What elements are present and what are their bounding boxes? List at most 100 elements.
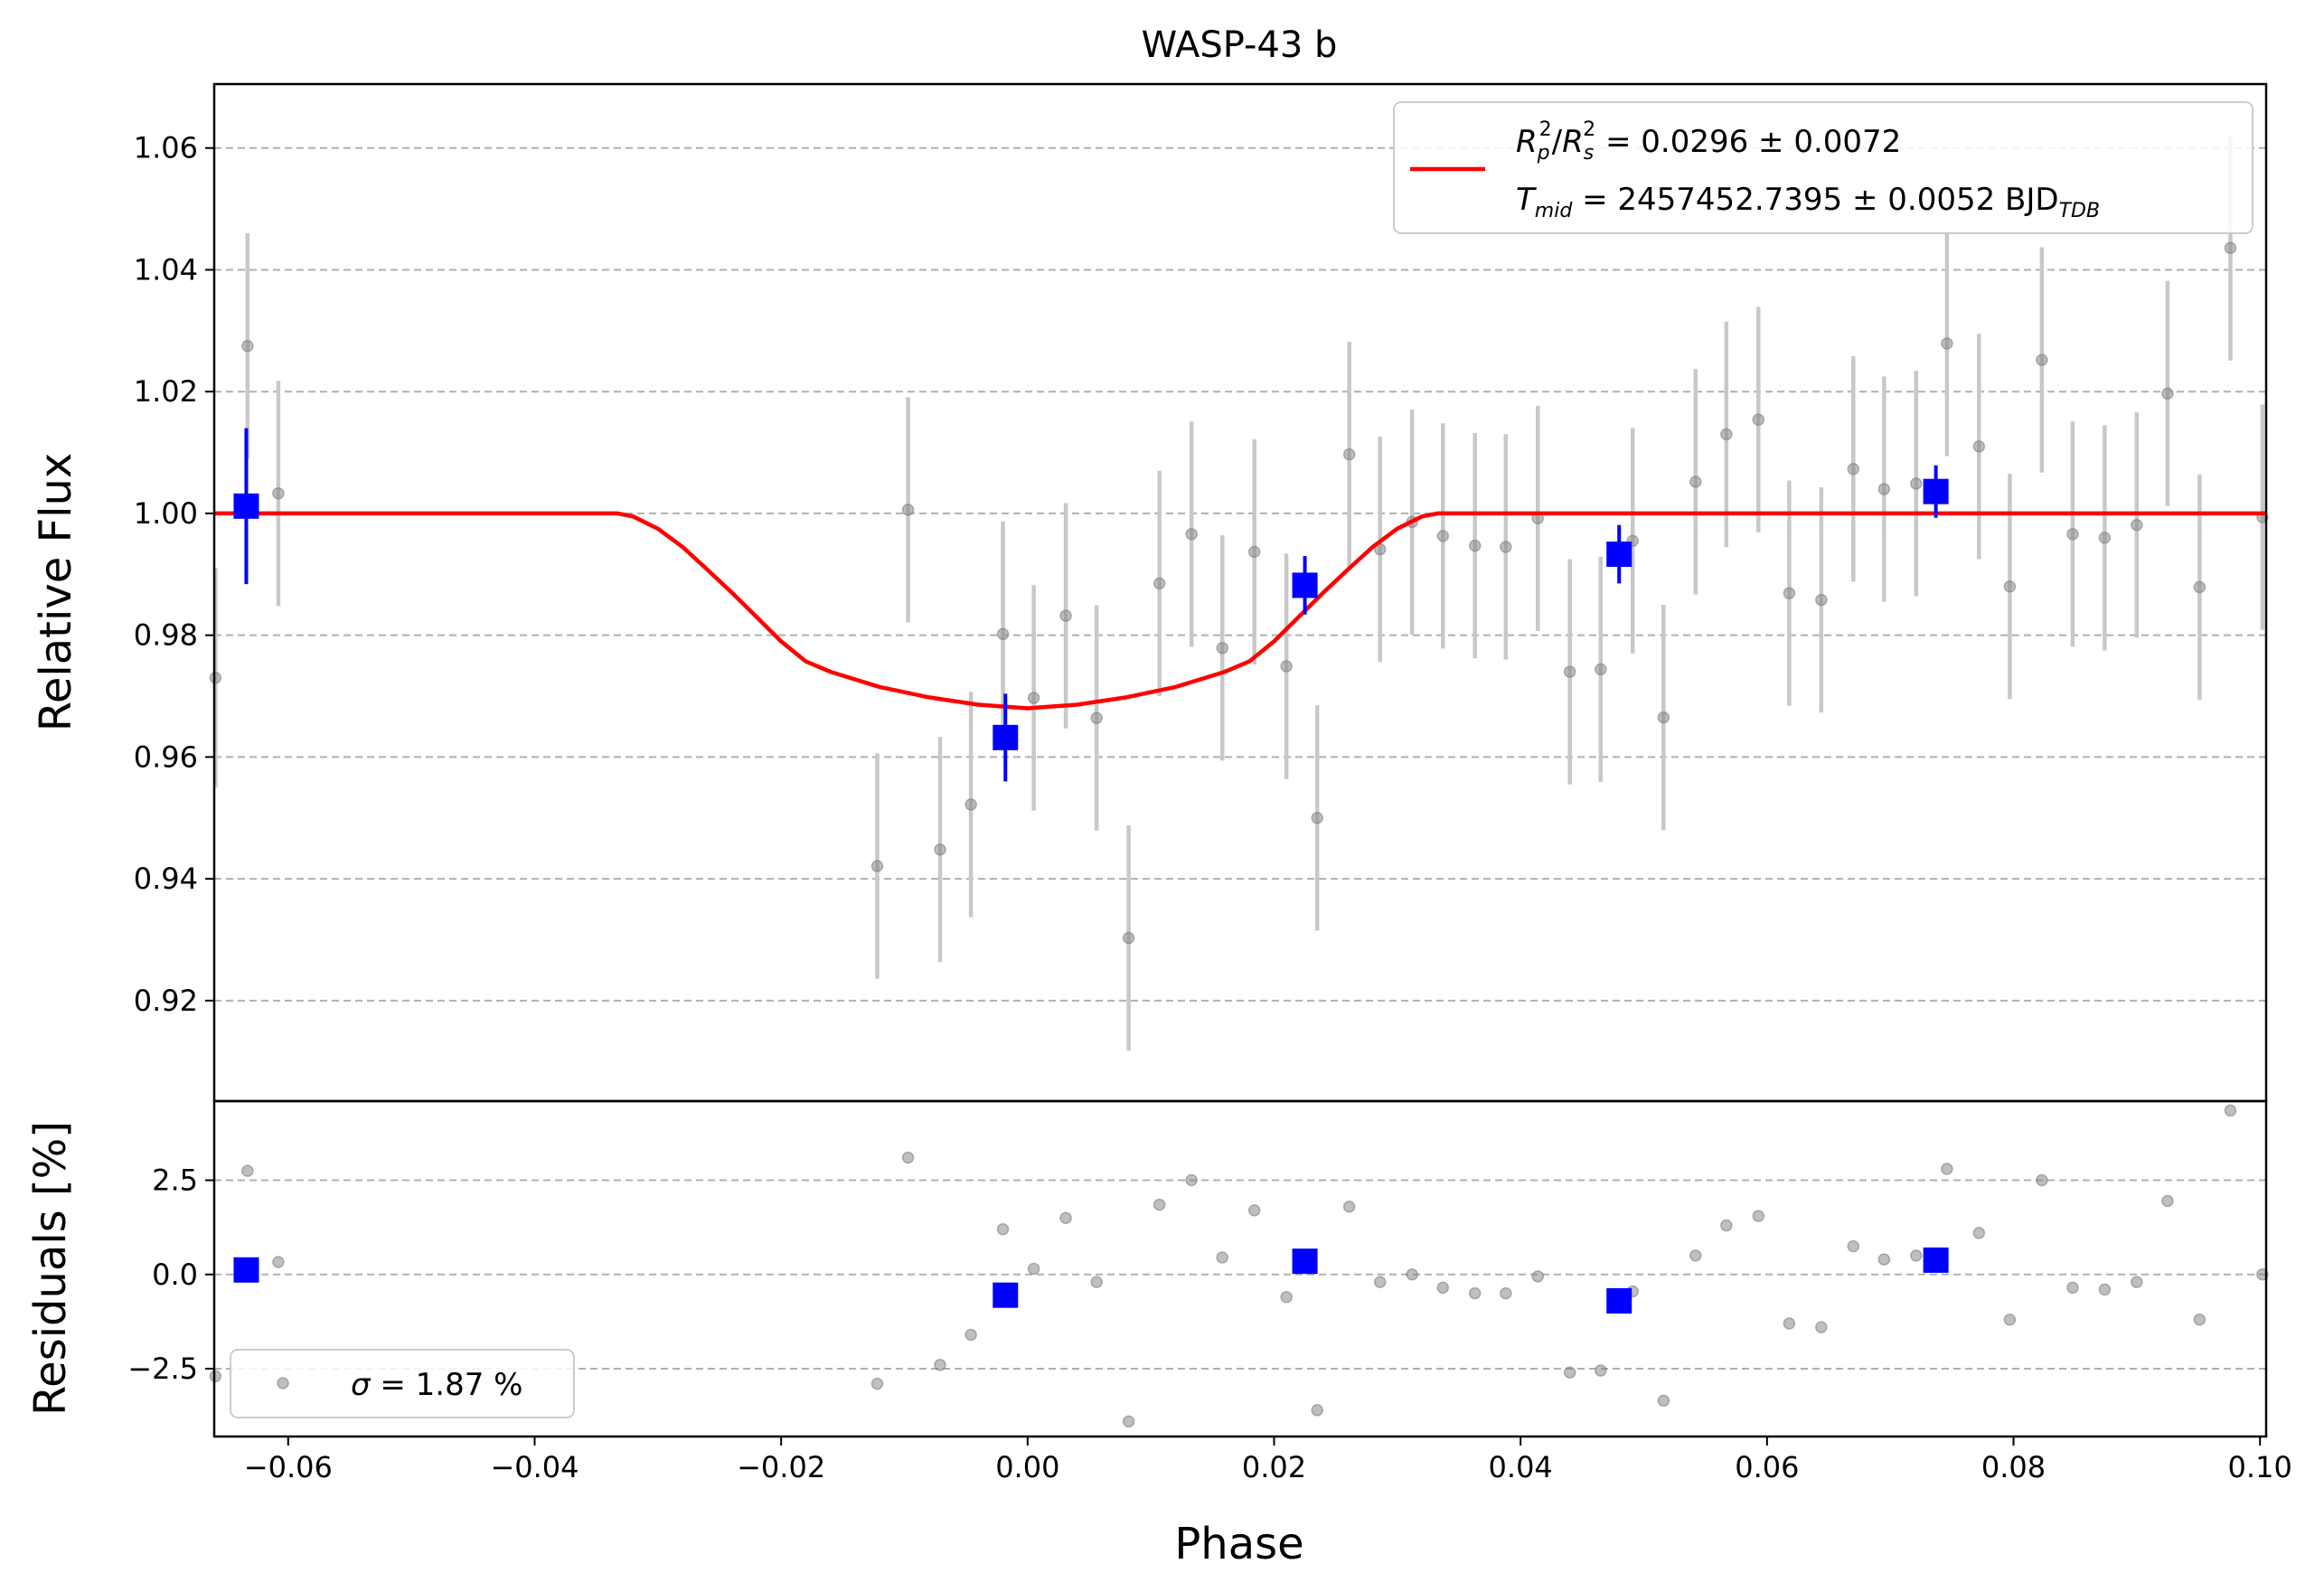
main-unbinned-point: [1059, 609, 1072, 622]
main-unbinned-point: [1500, 541, 1512, 553]
residual-y-tick-label: 0.0: [152, 1258, 198, 1292]
main-unbinned-point: [1280, 660, 1293, 673]
residual-unbinned-point: [1090, 1276, 1103, 1288]
residual-unbinned-point: [1531, 1270, 1545, 1283]
main-unbinned-point: [1247, 545, 1261, 559]
residual-unbinned-point: [1436, 1281, 1450, 1295]
main-unbinned-point: [1972, 440, 1986, 453]
residual-y-tick-label: 2.5: [152, 1163, 198, 1198]
main-unbinned-point: [1090, 711, 1103, 725]
residual-unbinned-point: [1752, 1210, 1765, 1222]
residual-unbinned-point: [934, 1359, 946, 1371]
main-unbinned-point: [1847, 462, 1860, 476]
residual-unbinned-point: [1185, 1173, 1198, 1187]
x-axis-label: Phase: [1174, 1519, 1303, 1569]
main-unbinned-point: [2193, 580, 2206, 594]
main-y-tick-label: 1.00: [134, 496, 198, 531]
main-y-axis-label: Relative Flux: [31, 453, 81, 732]
main-unbinned-point: [272, 486, 285, 500]
residual-unbinned-point: [1847, 1239, 1860, 1253]
residual-unbinned-point: [1027, 1262, 1040, 1276]
residual-unbinned-point: [1468, 1286, 1482, 1300]
x-ticks: −0.06 −0.04 −0.02 0.00 0.02 0.04 0.06 0.08 0.10: [244, 1437, 2292, 1484]
residual-unbinned-point: [1657, 1394, 1670, 1408]
residual-unbinned-point: [1153, 1198, 1166, 1211]
residual-unbinned-point: [1280, 1291, 1293, 1304]
main-unbinned-point: [1815, 593, 1828, 607]
main-y-tick-label: 0.94: [134, 862, 198, 896]
main-unbinned-point: [1595, 663, 1607, 676]
main-y-tick-label: 1.06: [134, 131, 198, 165]
residual-unbinned-point: [2098, 1283, 2112, 1296]
main-y-tick-label: 1.02: [134, 374, 198, 409]
residual-unbinned-point: [1972, 1227, 1986, 1239]
main-binned-point: [1923, 478, 1949, 504]
residual-unbinned-point: [1720, 1219, 1733, 1232]
residual-unbinned-point: [1373, 1276, 1387, 1288]
main-legend-rp-rs-text: Rp2/Rs2 = 0.0296 ± 0.0072: [1516, 118, 1901, 165]
main-unbinned-point: [241, 339, 254, 353]
x-tick-label: −0.02: [737, 1450, 825, 1484]
main-y-tick-label: 0.92: [134, 984, 198, 1018]
residual-y-ticks: −2.5 0.0 2.5: [127, 1163, 214, 1386]
main-unbinned-point: [1216, 642, 1228, 655]
residual-unbinned-point: [2131, 1276, 2143, 1288]
residual-unbinned-point: [2193, 1314, 2206, 1326]
main-unbinned-point: [964, 798, 977, 811]
x-tick-label: −0.06: [244, 1450, 333, 1484]
main-unbinned-point: [1563, 665, 1576, 678]
residual-legend-sigma-text: σ = 1.87 %: [351, 1367, 522, 1403]
main-legend-tmid-text: Tmid = 2457452.7395 ± 0.0052 BJDTDB: [1516, 182, 2100, 222]
main-unbinned-point: [1311, 812, 1323, 824]
main-unbinned-point: [996, 627, 1010, 641]
residual-unbinned-point: [1595, 1364, 1607, 1377]
residual-gridlines: [214, 1179, 2266, 1370]
main-unbinned-point: [209, 672, 222, 684]
main-y-tick-label: 0.96: [134, 739, 198, 774]
main-legend: Rp2/Rs2 = 0.0296 ± 0.0072 Tmid = 2457452…: [1393, 101, 2253, 234]
main-unbinned-point: [1689, 476, 1702, 488]
residual-unbinned-point: [996, 1222, 1010, 1236]
main-unbinned-point: [1657, 711, 1670, 724]
main-plot-frame: [212, 82, 2268, 1103]
residual-unbinned-point: [1406, 1268, 1418, 1281]
main-unbinned-point: [1877, 483, 1891, 495]
residual-unbinned-point: [901, 1151, 915, 1164]
main-unbinned-points: [209, 241, 2269, 945]
main-unbinned-point: [1122, 931, 1135, 945]
main-unbinned-point: [2098, 532, 2112, 544]
residual-unbinned-point: [2036, 1173, 2048, 1187]
residual-unbinned-point: [1689, 1249, 1702, 1262]
main-y-tick-label: 0.98: [134, 618, 198, 653]
residual-unbinned-point: [1247, 1204, 1261, 1217]
main-unbinned-point: [870, 860, 884, 872]
main-unbinned-point: [1342, 447, 1356, 461]
residual-legend: σ = 1.87 %: [230, 1349, 575, 1418]
residual-unbinned-point: [2161, 1194, 2174, 1208]
residual-plot-frame: [212, 1099, 2268, 1438]
x-tick-label: 0.10: [2228, 1450, 2292, 1484]
main-unbinned-point: [1752, 413, 1765, 426]
main-binned-points: [233, 428, 1949, 782]
main-legend-box: [1393, 101, 2253, 234]
main-unbinned-point: [2036, 353, 2048, 366]
main-unbinned-point: [901, 504, 915, 516]
transit-model-line: [214, 511, 2266, 711]
residual-unbinned-point: [1122, 1415, 1135, 1428]
main-y-ticks: 0.92 0.94 0.96 0.98 1.00 1.02 1.04 1.06: [134, 131, 214, 1018]
main-unbinned-point: [1910, 477, 1923, 490]
main-unbinned-point: [1720, 428, 1733, 441]
residual-binned-point: [1923, 1247, 1949, 1273]
main-unbinned-point: [2131, 518, 2143, 532]
x-tick-label: 0.00: [995, 1450, 1059, 1484]
x-tick-label: 0.02: [1242, 1450, 1306, 1484]
main-gridlines: [214, 146, 2266, 1002]
residual-unbinned-point: [2224, 1104, 2237, 1117]
residual-legend-box: [230, 1349, 575, 1418]
residual-unbinned-point: [1910, 1249, 1923, 1262]
residual-unbinned-point: [870, 1377, 884, 1390]
main-binned-point: [993, 724, 1019, 750]
main-unbinned-point: [2003, 580, 2017, 593]
main-unbinned-point: [1941, 337, 1953, 350]
